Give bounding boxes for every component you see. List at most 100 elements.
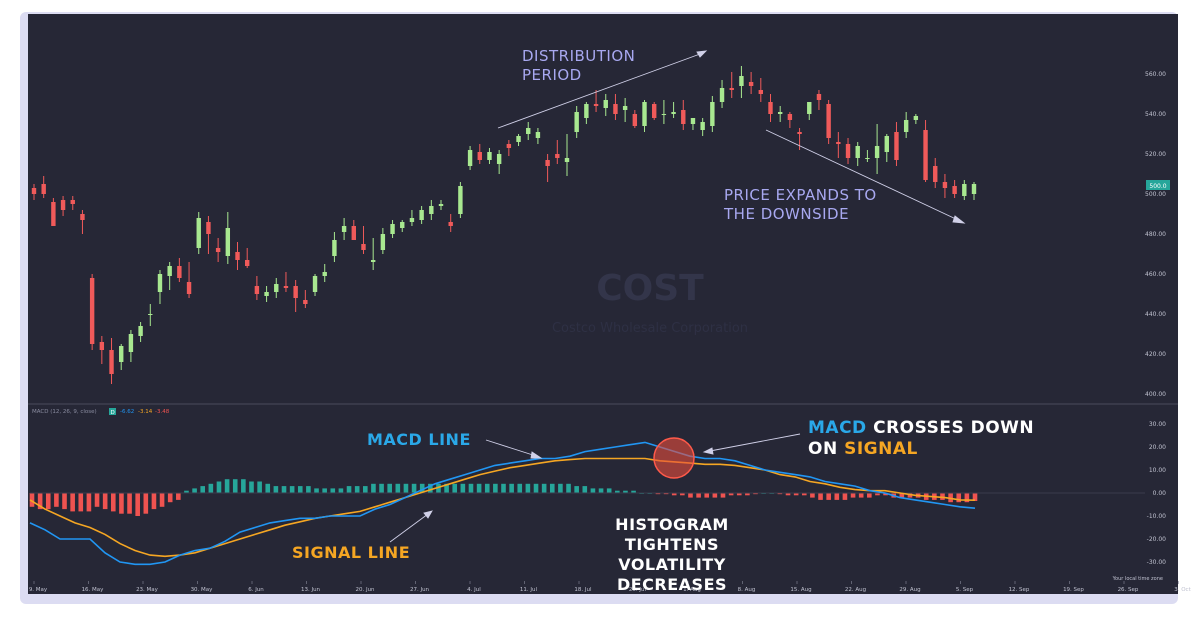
histogram-bar (549, 483, 555, 493)
candle (865, 158, 870, 159)
histogram-bar (452, 483, 458, 493)
candle (448, 222, 453, 226)
candle (225, 228, 231, 256)
histogram-bar (387, 483, 392, 493)
candle (322, 272, 327, 276)
annotation-distribution-line1: DISTRIBUTION (522, 47, 636, 65)
time-tick-label: 13. Jun (301, 587, 321, 593)
histogram-bar (29, 493, 35, 507)
histogram-bar (249, 481, 254, 493)
annotation-distribution-line2: PERIOD (522, 65, 582, 84)
histogram-bar (159, 493, 165, 507)
candle (739, 76, 744, 86)
histogram-bar (70, 493, 75, 512)
crossover-arrow (709, 433, 801, 452)
macd-line-arrow (485, 439, 537, 457)
candle (545, 160, 550, 166)
candle (593, 104, 599, 106)
histogram-bar (468, 483, 474, 493)
candle (380, 234, 386, 250)
annotation-signal-line: SIGNAL LINE (292, 543, 411, 562)
candle (477, 152, 482, 160)
histogram-legend-value: -3.48 (155, 409, 170, 415)
macd-legend-flag-bg (109, 408, 116, 415)
histogram-bar (78, 493, 84, 512)
candle (661, 114, 667, 115)
histogram-bar (273, 486, 279, 493)
histogram-bar (745, 493, 750, 496)
candle (632, 114, 638, 126)
histogram-bar (663, 493, 669, 495)
candle (555, 154, 560, 158)
candle (719, 88, 725, 102)
histogram-bar (736, 493, 742, 496)
histogram-bar (224, 479, 230, 493)
candle (293, 286, 298, 298)
histogram-bar (801, 493, 807, 496)
last-price-label: 500.0 (1149, 183, 1166, 190)
candle (777, 112, 783, 114)
histogram-bar (867, 493, 872, 498)
histogram-bar (176, 493, 181, 500)
downside-arrow (765, 129, 959, 221)
candle (671, 112, 676, 114)
histogram-bar (232, 479, 238, 493)
histogram-bar (525, 483, 531, 493)
histogram-bar (826, 493, 831, 500)
histogram-bar (151, 493, 157, 510)
time-tick-label: 23. May (136, 587, 159, 593)
histogram-bar (688, 493, 693, 498)
macd-legend-value: -6.62 (120, 409, 134, 415)
histogram-bar (558, 483, 563, 493)
histogram-bar (281, 486, 287, 493)
histogram-bar (289, 486, 295, 493)
candle (971, 184, 977, 194)
candle (370, 260, 376, 262)
macd-tick-label: 10.00 (1149, 467, 1166, 474)
annotation-histogram-line1: HISTOGRAM TIGHTENS (615, 515, 729, 554)
candle (652, 104, 657, 118)
candle (690, 118, 696, 124)
histogram-bar (793, 493, 799, 496)
price-axis: 400.00 420.00 440.00 460.00 480.00 500.00 520.… (1145, 71, 1166, 398)
histogram-bar (354, 486, 360, 493)
candle (826, 104, 831, 138)
candle (409, 218, 415, 222)
candle (206, 222, 211, 234)
price-tick-label: 480.00 (1145, 231, 1166, 238)
histogram-bar (143, 493, 149, 514)
candle (496, 154, 502, 164)
macd-legend-flag: D (111, 410, 115, 416)
candle (99, 342, 105, 350)
candle (758, 90, 764, 94)
candle (341, 226, 347, 232)
histogram-bar (566, 483, 571, 493)
candle (438, 204, 444, 206)
candle (535, 132, 541, 138)
macd-axis: 30.00 20.00 10.00 0.00 -10.00 -20.00 -30.00 (1147, 421, 1167, 566)
candle (903, 120, 909, 132)
candle (836, 142, 841, 144)
histogram-bar (395, 483, 401, 493)
histogram-bar (582, 486, 588, 493)
histogram-bar (476, 483, 482, 493)
candle (89, 278, 95, 344)
candle (874, 146, 880, 158)
candle (167, 266, 172, 276)
histogram-bar (371, 483, 376, 493)
histogram-bar (517, 483, 523, 493)
histogram-bar (818, 493, 823, 500)
time-tick-label: 20. Jun (355, 587, 375, 593)
annotation-crosses-rest: CROSSES DOWN (866, 418, 1035, 438)
macd-line-arrowhead (530, 451, 543, 459)
candle (361, 244, 366, 250)
time-axis: 9. May 16. May 23. May 30. May 6. Jun 13. Jun… (29, 581, 1192, 593)
annotation-crosses-down: MACD CROSSES DOWN ON SIGNAL (808, 418, 1034, 461)
histogram-bar (208, 483, 214, 493)
macd-tick-label: -20.00 (1147, 536, 1167, 543)
candle (816, 94, 822, 100)
histogram-bar (37, 493, 43, 510)
candle (332, 240, 337, 256)
candle (138, 326, 143, 336)
